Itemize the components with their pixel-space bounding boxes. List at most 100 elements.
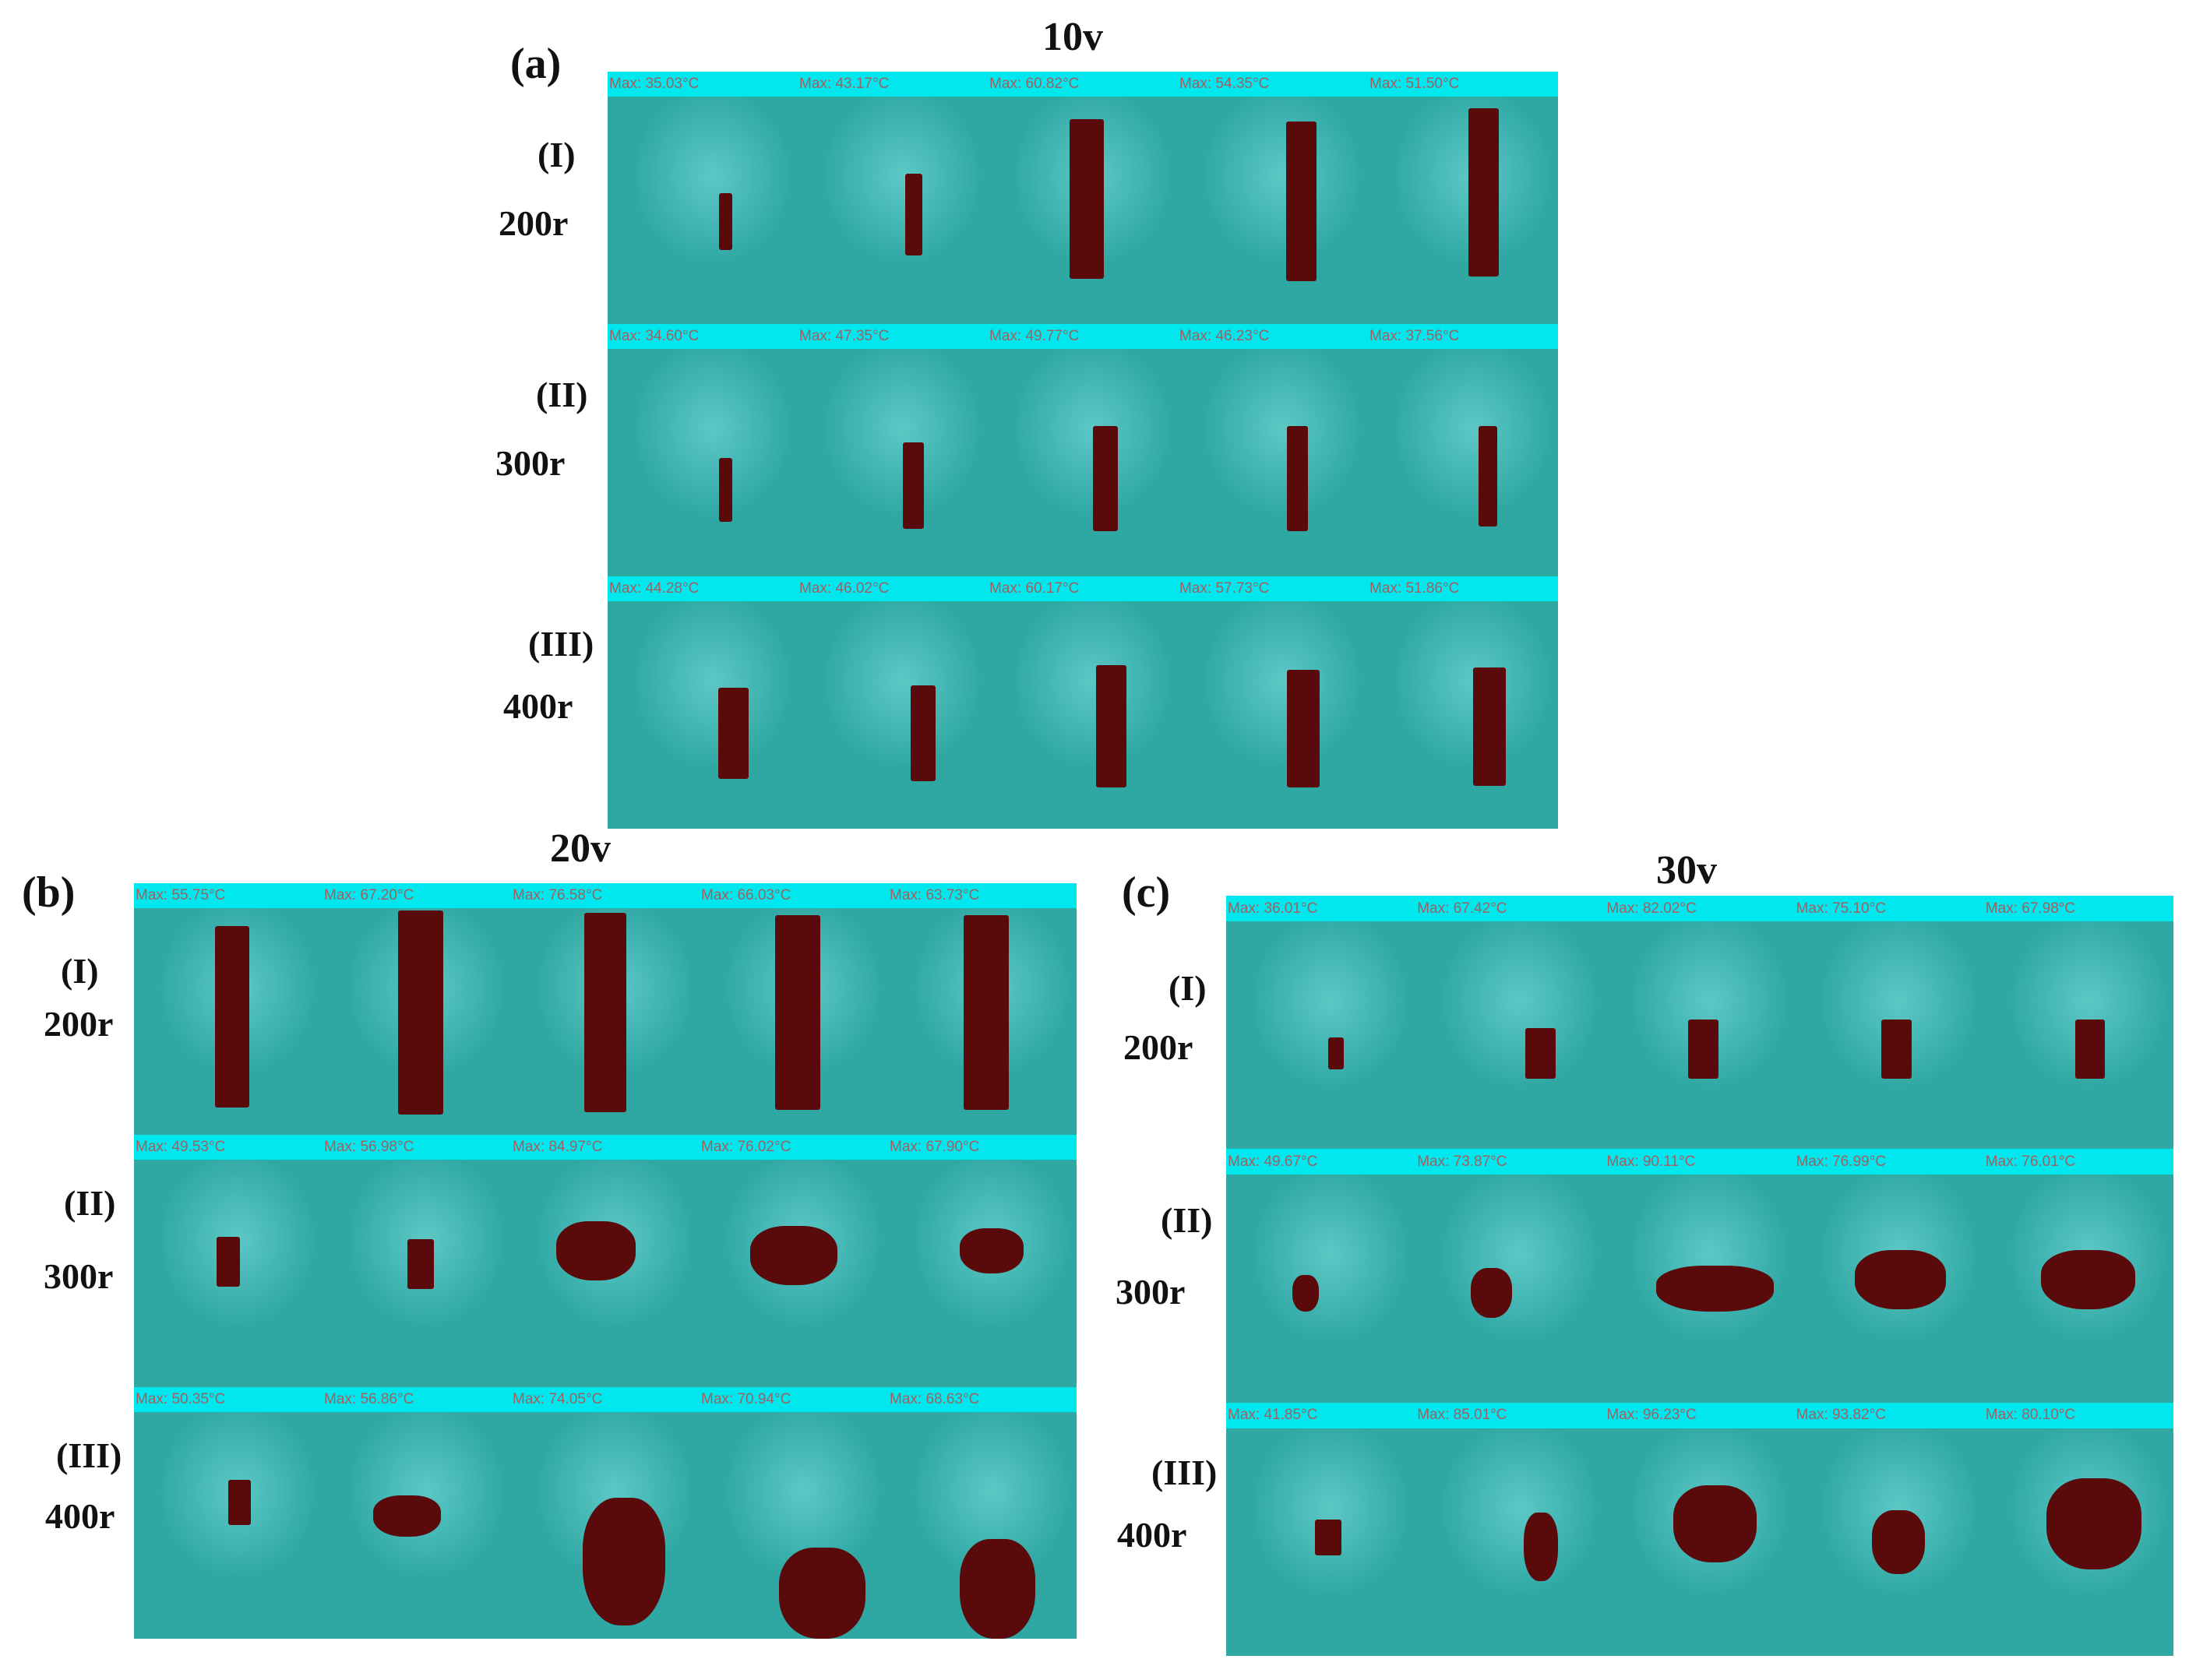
thermal-image	[608, 97, 798, 324]
max-temp-label: Max: 37.56°C	[1369, 328, 1460, 344]
max-temp-label: Max: 75.10°C	[1796, 900, 1886, 917]
hotspot	[397, 910, 443, 1115]
row-roman-label: (II)	[536, 375, 588, 414]
thermal-frame: Max: 37.56°C	[1368, 324, 1558, 576]
hotspot	[1881, 1019, 1912, 1079]
thermal-image	[1178, 601, 1368, 829]
hotspot	[1688, 1019, 1719, 1079]
thermal-frame: Max: 80.10°C	[1983, 1403, 2173, 1656]
thermal-image	[988, 601, 1178, 829]
hotspot	[1525, 1028, 1556, 1079]
row-speed-label: 400r	[1117, 1515, 1187, 1555]
hotspot	[1473, 667, 1506, 786]
thermal-frame: Max: 54.35°C	[1178, 72, 1368, 324]
hotspot	[1872, 1509, 1926, 1574]
row-roman-label: (I)	[61, 951, 99, 991]
hotspot	[1855, 1249, 1947, 1309]
max-temp-label: Max: 67.98°C	[1985, 900, 2076, 917]
thermal-frame: Max: 68.63°C	[888, 1387, 1077, 1639]
max-temp-label: Max: 36.01°C	[1228, 900, 1318, 917]
row-speed-label: 200r	[1123, 1027, 1193, 1067]
thermal-frame: Max: 63.73°C	[888, 883, 1077, 1136]
hotspot	[582, 1498, 666, 1625]
max-temp-label: Max: 67.90°C	[890, 1139, 980, 1156]
hotspot	[1069, 119, 1104, 279]
panel-letter: (a)	[510, 40, 562, 88]
row-roman-label: (III)	[528, 624, 594, 664]
thermal-frame: Max: 56.98°C	[323, 1135, 511, 1387]
max-temp-label: Max: 63.73°C	[890, 887, 980, 903]
max-temp-label: Max: 60.82°C	[989, 76, 1080, 92]
row-speed-label: 400r	[503, 686, 573, 726]
thermal-frame: Max: 35.03°C	[608, 72, 798, 324]
thermal-frame: Max: 82.02°C	[1605, 896, 1795, 1150]
thermal-frame: Max: 74.05°C	[511, 1387, 700, 1639]
row-speed-label: 400r	[45, 1496, 115, 1536]
hotspot	[1523, 1512, 1558, 1581]
header-strip	[608, 576, 1558, 601]
thermal-grid: Max: 35.03°C Max: 43.17°C Max: 60.82°C Max:…	[608, 72, 1558, 829]
thermal-frame: Max: 76.58°C	[511, 883, 700, 1136]
thermal-image	[798, 349, 988, 576]
max-temp-label: Max: 47.35°C	[799, 328, 890, 344]
thermal-image	[1368, 349, 1558, 576]
thermal-frame: Max: 67.20°C	[323, 883, 511, 1136]
thermal-grid: Max: 36.01°C Max: 67.42°C Max: 82.02°C Max:…	[1226, 896, 2173, 1656]
thermal-frame: Max: 47.35°C	[798, 324, 988, 576]
thermal-frame: Max: 43.17°C	[798, 72, 988, 324]
thermal-image	[1368, 601, 1558, 829]
row-speed-label: 300r	[44, 1256, 114, 1296]
hotspot	[959, 1538, 1035, 1639]
row-roman-label: (II)	[64, 1183, 116, 1223]
header-strip	[134, 883, 1077, 908]
max-temp-label: Max: 51.50°C	[1369, 76, 1460, 92]
max-temp-label: Max: 76.01°C	[1985, 1153, 2076, 1170]
hotspot	[1286, 122, 1317, 281]
thermal-frame: Max: 76.99°C	[1794, 1149, 1984, 1403]
thermal-frame: Max: 55.75°C	[134, 883, 323, 1136]
max-temp-label: Max: 60.17°C	[989, 580, 1080, 597]
header-strip	[1226, 1149, 2173, 1175]
max-temp-label: Max: 41.85°C	[1228, 1407, 1318, 1424]
thermal-image	[1415, 921, 1606, 1150]
thermal-frame: Max: 67.98°C	[1983, 896, 2173, 1150]
thermal-frame: Max: 73.87°C	[1415, 1149, 1606, 1403]
max-temp-label: Max: 46.02°C	[799, 580, 890, 597]
row-speed-label: 300r	[495, 443, 566, 483]
thermal-image	[888, 1160, 1077, 1387]
row-roman-label: (III)	[56, 1435, 122, 1475]
row-speed-label: 200r	[499, 203, 569, 243]
max-temp-label: Max: 44.28°C	[609, 580, 700, 597]
hotspot	[217, 1237, 240, 1287]
thermal-frame: Max: 75.10°C	[1794, 896, 1984, 1150]
hotspot	[1096, 664, 1127, 788]
max-temp-label: Max: 80.10°C	[1985, 1407, 2076, 1424]
max-temp-label: Max: 67.20°C	[324, 887, 414, 903]
thermal-image	[1178, 349, 1368, 576]
hotspot	[903, 442, 925, 529]
voltage-label: 10v	[1042, 15, 1103, 59]
max-temp-label: Max: 46.23°C	[1179, 328, 1270, 344]
max-temp-label: Max: 70.94°C	[701, 1390, 791, 1407]
max-temp-label: Max: 49.67°C	[1228, 1153, 1318, 1170]
max-temp-label: Max: 49.53°C	[136, 1139, 226, 1156]
thermal-frame: Max: 96.23°C	[1605, 1403, 1795, 1656]
hotspot	[963, 914, 1009, 1111]
hotspot	[774, 914, 820, 1111]
hotspot	[959, 1227, 1024, 1273]
thermal-frame: Max: 67.42°C	[1415, 896, 1606, 1150]
row-roman-label: (I)	[1168, 968, 1207, 1008]
max-temp-label: Max: 66.03°C	[701, 887, 791, 903]
voltage-label: 30v	[1656, 848, 1717, 893]
max-temp-label: Max: 35.03°C	[609, 76, 700, 92]
row-roman-label: (I)	[538, 135, 576, 174]
hotspot	[2046, 1477, 2141, 1569]
thermal-frame: Max: 60.17°C	[988, 576, 1178, 829]
max-temp-label: Max: 90.11°C	[1606, 1153, 1696, 1170]
hotspot	[1470, 1268, 1513, 1319]
thermal-frame: Max: 50.35°C	[134, 1387, 323, 1639]
hotspot	[778, 1548, 865, 1639]
thermal-image	[1415, 1428, 1606, 1656]
hotspot	[228, 1480, 252, 1526]
hotspot	[717, 687, 749, 779]
